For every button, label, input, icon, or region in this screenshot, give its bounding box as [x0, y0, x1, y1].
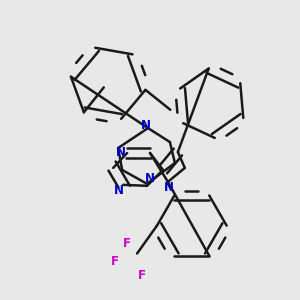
Text: F: F	[123, 237, 131, 250]
Text: N: N	[144, 172, 154, 185]
Text: N: N	[164, 181, 173, 194]
Text: N: N	[116, 146, 125, 159]
Text: N: N	[141, 119, 151, 132]
Text: F: F	[138, 269, 146, 282]
Text: N: N	[114, 184, 124, 197]
Text: F: F	[111, 255, 119, 268]
